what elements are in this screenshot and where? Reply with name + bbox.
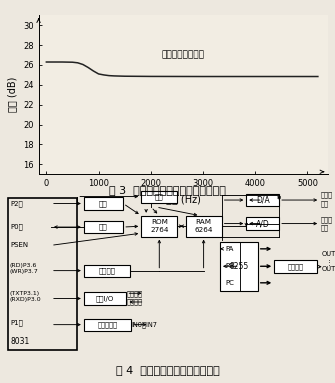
Text: IN0～IN7: IN0～IN7 bbox=[131, 321, 157, 328]
Text: 程序: 程序 bbox=[99, 224, 108, 230]
Text: 8255: 8255 bbox=[229, 262, 249, 271]
Text: 模拟量
输出: 模拟量 输出 bbox=[320, 192, 332, 206]
Text: (TXTP3.1)
(RXD)P3.0: (TXTP3.1) (RXD)P3.0 bbox=[10, 291, 42, 302]
Bar bbox=[274, 260, 317, 273]
Bar bbox=[84, 265, 130, 277]
Text: 8031: 8031 bbox=[11, 337, 30, 345]
Text: 译码: 译码 bbox=[155, 194, 164, 200]
Text: ROM
2764: ROM 2764 bbox=[150, 219, 169, 233]
Text: P1口: P1口 bbox=[11, 319, 23, 326]
Bar bbox=[246, 194, 279, 206]
Y-axis label: 幅值 (dB): 幅值 (dB) bbox=[7, 77, 17, 113]
Text: 串行I/O: 串行I/O bbox=[96, 295, 114, 302]
Text: PB: PB bbox=[225, 263, 234, 269]
Text: A/D: A/D bbox=[256, 219, 270, 228]
Text: PSEN: PSEN bbox=[11, 242, 29, 248]
Bar bbox=[8, 198, 77, 350]
Text: 开关输出: 开关输出 bbox=[287, 264, 304, 270]
Text: 模拟放大电路增益: 模拟放大电路增益 bbox=[161, 51, 204, 59]
Text: RAM
6264: RAM 6264 bbox=[194, 219, 213, 233]
Text: (RD)P3.6
(WR)P3.7: (RD)P3.6 (WR)P3.7 bbox=[10, 263, 39, 275]
Text: 模拟量
输入: 模拟量 输入 bbox=[320, 216, 332, 231]
Bar bbox=[246, 218, 279, 230]
Text: 图 3  模拟放大电路频率响应范围曲线: 图 3 模拟放大电路频率响应范围曲线 bbox=[109, 185, 226, 195]
Bar bbox=[186, 216, 222, 237]
Bar bbox=[141, 216, 177, 237]
Bar bbox=[84, 319, 131, 331]
Text: 串行输入: 串行输入 bbox=[126, 299, 142, 305]
Text: PA: PA bbox=[225, 246, 233, 252]
Bar bbox=[220, 242, 258, 291]
Bar bbox=[84, 221, 123, 233]
Text: 串行输出: 串行输出 bbox=[126, 290, 142, 296]
Text: PC: PC bbox=[225, 280, 234, 286]
Text: 读写控制: 读写控制 bbox=[98, 267, 115, 274]
Text: 开关量输入: 开关量输入 bbox=[97, 321, 118, 328]
Text: D/A: D/A bbox=[256, 196, 270, 205]
Text: OUT1
  ⋮
OUT7: OUT1 ⋮ OUT7 bbox=[322, 251, 335, 272]
Text: 图 4  数据采集系统硬件结构框图: 图 4 数据采集系统硬件结构框图 bbox=[116, 365, 219, 375]
Text: P2口: P2口 bbox=[11, 200, 23, 207]
Bar bbox=[84, 292, 126, 304]
X-axis label: 频率 (Hz): 频率 (Hz) bbox=[166, 194, 201, 204]
Text: P0口: P0口 bbox=[11, 224, 23, 230]
Text: 地址: 地址 bbox=[99, 200, 108, 207]
Bar bbox=[84, 197, 123, 210]
Bar bbox=[141, 192, 177, 203]
